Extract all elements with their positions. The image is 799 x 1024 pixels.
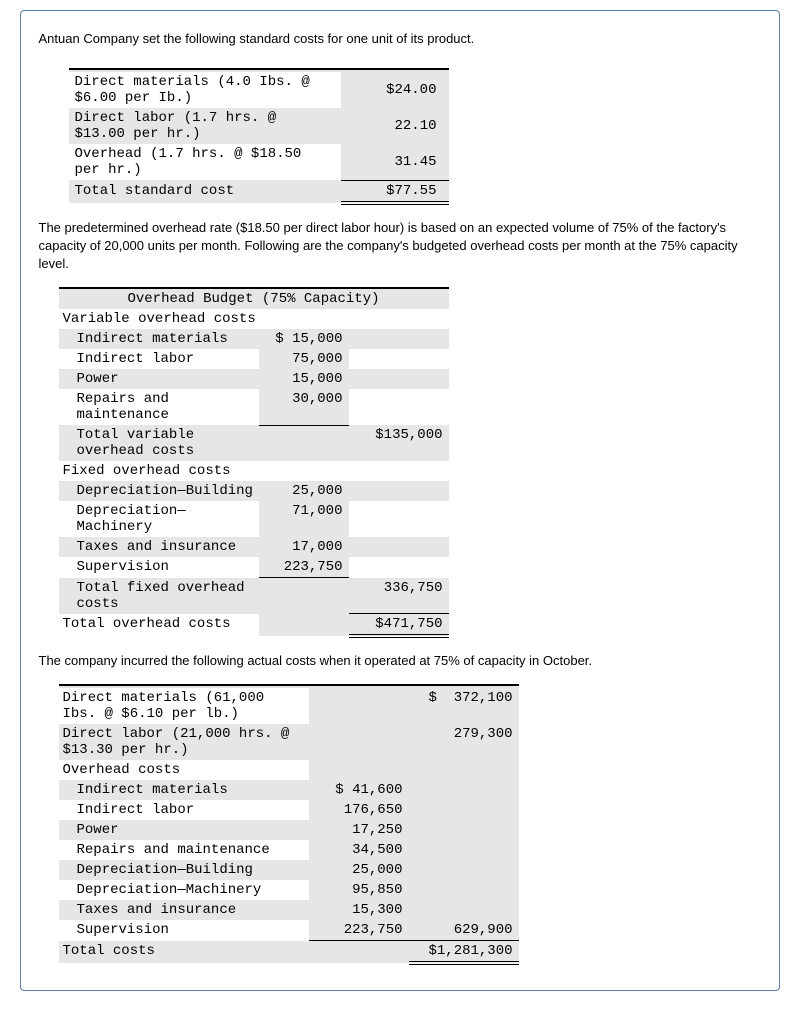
fix-total-value: 336,750	[349, 578, 449, 614]
standard-cost-table: Direct materials (4.0 Ibs. @ $6.00 per I…	[69, 68, 449, 205]
oh-row-label: Indirect materials	[59, 780, 309, 800]
oh-row-label: Supervision	[59, 920, 309, 941]
var-total-label: Total variable overhead costs	[59, 425, 259, 461]
std-row-value: 22.10	[341, 108, 449, 144]
fix-row-value: 71,000	[259, 501, 349, 537]
oh-row-value: 17,250	[309, 820, 409, 840]
oh-row-value: 95,850	[309, 880, 409, 900]
fix-row-label: Depreciation—Building	[59, 481, 259, 501]
oh-row-value: 176,650	[309, 800, 409, 820]
oh-row-value: 25,000	[309, 860, 409, 880]
oh-row-value: 15,300	[309, 900, 409, 920]
var-row-value: 30,000	[259, 389, 349, 425]
fix-row-label: Taxes and insurance	[59, 537, 259, 557]
budget-title: Overhead Budget (75% Capacity)	[59, 288, 449, 309]
var-row-label: Indirect materials	[59, 329, 259, 349]
variable-header: Variable overhead costs	[59, 309, 449, 329]
oh-row-value: 223,750	[309, 920, 409, 941]
fix-row-value: 223,750	[259, 557, 349, 578]
std-total-value: $77.55	[341, 180, 449, 203]
fixed-header: Fixed overhead costs	[59, 461, 449, 481]
dl-value: 279,300	[409, 724, 519, 760]
var-row-value: $ 15,000	[259, 329, 349, 349]
oh-row-label: Repairs and maintenance	[59, 840, 309, 860]
oh-row-label: Taxes and insurance	[59, 900, 309, 920]
grand-total-label: Total overhead costs	[59, 614, 259, 637]
std-total-label: Total standard cost	[69, 180, 341, 203]
paragraph-1: The predetermined overhead rate ($18.50 …	[39, 219, 761, 274]
overhead-budget-table: Overhead Budget (75% Capacity) Variable …	[59, 287, 449, 638]
std-row-value: $24.00	[341, 72, 449, 108]
oh-row-label: Power	[59, 820, 309, 840]
actual-costs-table: Direct materials (61,000 Ibs. @ $6.10 pe…	[59, 684, 519, 965]
oh-row-label: Depreciation—Machinery	[59, 880, 309, 900]
oh-row-label: Depreciation—Building	[59, 860, 309, 880]
oh-row-label: Indirect labor	[59, 800, 309, 820]
var-row-label: Indirect labor	[59, 349, 259, 369]
oh-header: Overhead costs	[59, 760, 309, 780]
std-row-label: Direct labor (1.7 hrs. @ $13.00 per hr.)	[69, 108, 341, 144]
fix-row-value: 25,000	[259, 481, 349, 501]
dm-value: $ 372,100	[409, 688, 519, 724]
oh-row-value: 34,500	[309, 840, 409, 860]
var-total-value: $135,000	[349, 425, 449, 461]
actual-total-label: Total costs	[59, 941, 309, 964]
grand-total-value: $471,750	[349, 614, 449, 637]
var-row-label: Power	[59, 369, 259, 389]
oh-subtotal: 629,900	[409, 920, 519, 941]
std-row-label: Overhead (1.7 hrs. @ $18.50 per hr.)	[69, 144, 341, 180]
var-row-label: Repairs and maintenance	[59, 389, 259, 425]
oh-row-value: $ 41,600	[309, 780, 409, 800]
var-row-value: 75,000	[259, 349, 349, 369]
problem-page: Antuan Company set the following standar…	[20, 10, 780, 991]
std-row-label: Direct materials (4.0 Ibs. @ $6.00 per I…	[69, 72, 341, 108]
std-row-value: 31.45	[341, 144, 449, 180]
fix-row-label: Depreciation—Machinery	[59, 501, 259, 537]
intro-text: Antuan Company set the following standar…	[39, 30, 761, 48]
dm-label: Direct materials (61,000 Ibs. @ $6.10 pe…	[59, 688, 309, 724]
actual-total-value: $1,281,300	[409, 941, 519, 964]
var-row-value: 15,000	[259, 369, 349, 389]
dl-label: Direct labor (21,000 hrs. @ $13.30 per h…	[59, 724, 309, 760]
fix-row-value: 17,000	[259, 537, 349, 557]
fix-total-label: Total fixed overhead costs	[59, 578, 259, 614]
paragraph-2: The company incurred the following actua…	[39, 652, 761, 670]
fix-row-label: Supervision	[59, 557, 259, 578]
